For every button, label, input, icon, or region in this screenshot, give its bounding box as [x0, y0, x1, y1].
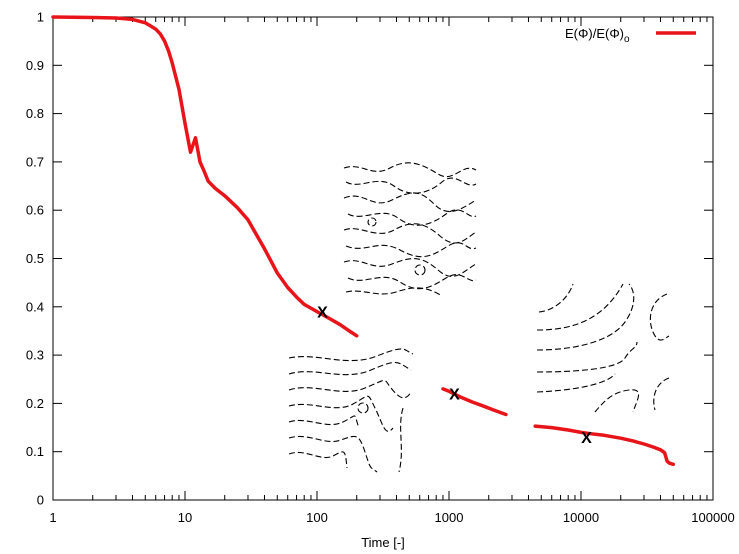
y-tick-label: 0.4 [26, 299, 44, 314]
x-tick-label: 10 [178, 510, 192, 525]
x-tick-labels: 1 10 100 1000 10000 100000 [49, 510, 734, 525]
curve-segment [315, 309, 359, 338]
markers: X X X [317, 305, 592, 448]
pattern-inset-late [536, 283, 670, 413]
tick-marks [52, 16, 714, 501]
y-tick-label: 0.9 [26, 58, 44, 73]
y-tick-label: 0.6 [26, 203, 44, 218]
y-tick-label: 0.7 [26, 154, 44, 169]
x-axis-title: Time [-] [361, 535, 405, 550]
y-tick-label: 0.2 [26, 396, 44, 411]
pattern-inset-mid [288, 348, 414, 473]
y-tick-label: 0 [37, 493, 44, 508]
pattern-inset-early [343, 162, 477, 297]
plot-frame [52, 16, 714, 501]
curve-segment [533, 424, 676, 467]
legend-label: E(Φ)/E(Φ) [565, 26, 624, 41]
curve-segment [51, 15, 319, 314]
y-tick-label: 0.3 [26, 348, 44, 363]
energy-curve [51, 15, 676, 467]
x-tick-label: 1000 [435, 510, 464, 525]
legend-label-subscript: o [624, 34, 630, 45]
x-tick-label: 100000 [691, 510, 734, 525]
x-tick-label: 100 [306, 510, 328, 525]
y-tick-label: 0.1 [26, 444, 44, 459]
y-tick-label: 0.8 [26, 106, 44, 121]
y-tick-labels: 0 0.1 0.2 0.3 0.4 0.5 0.6 0.7 0.8 0.9 1 [26, 10, 44, 508]
svg-text:E(Φ)/E(Φ)o: E(Φ)/E(Φ)o [565, 26, 630, 45]
point-marker: X [317, 305, 328, 322]
legend: E(Φ)/E(Φ)o [565, 26, 696, 45]
y-tick-label: 1 [37, 10, 44, 25]
point-marker: X [581, 430, 592, 447]
point-marker: X [449, 387, 460, 404]
x-tick-label: 10000 [563, 510, 599, 525]
y-tick-label: 0.5 [26, 251, 44, 266]
x-tick-label: 1 [49, 510, 56, 525]
curve-segment [441, 387, 508, 417]
